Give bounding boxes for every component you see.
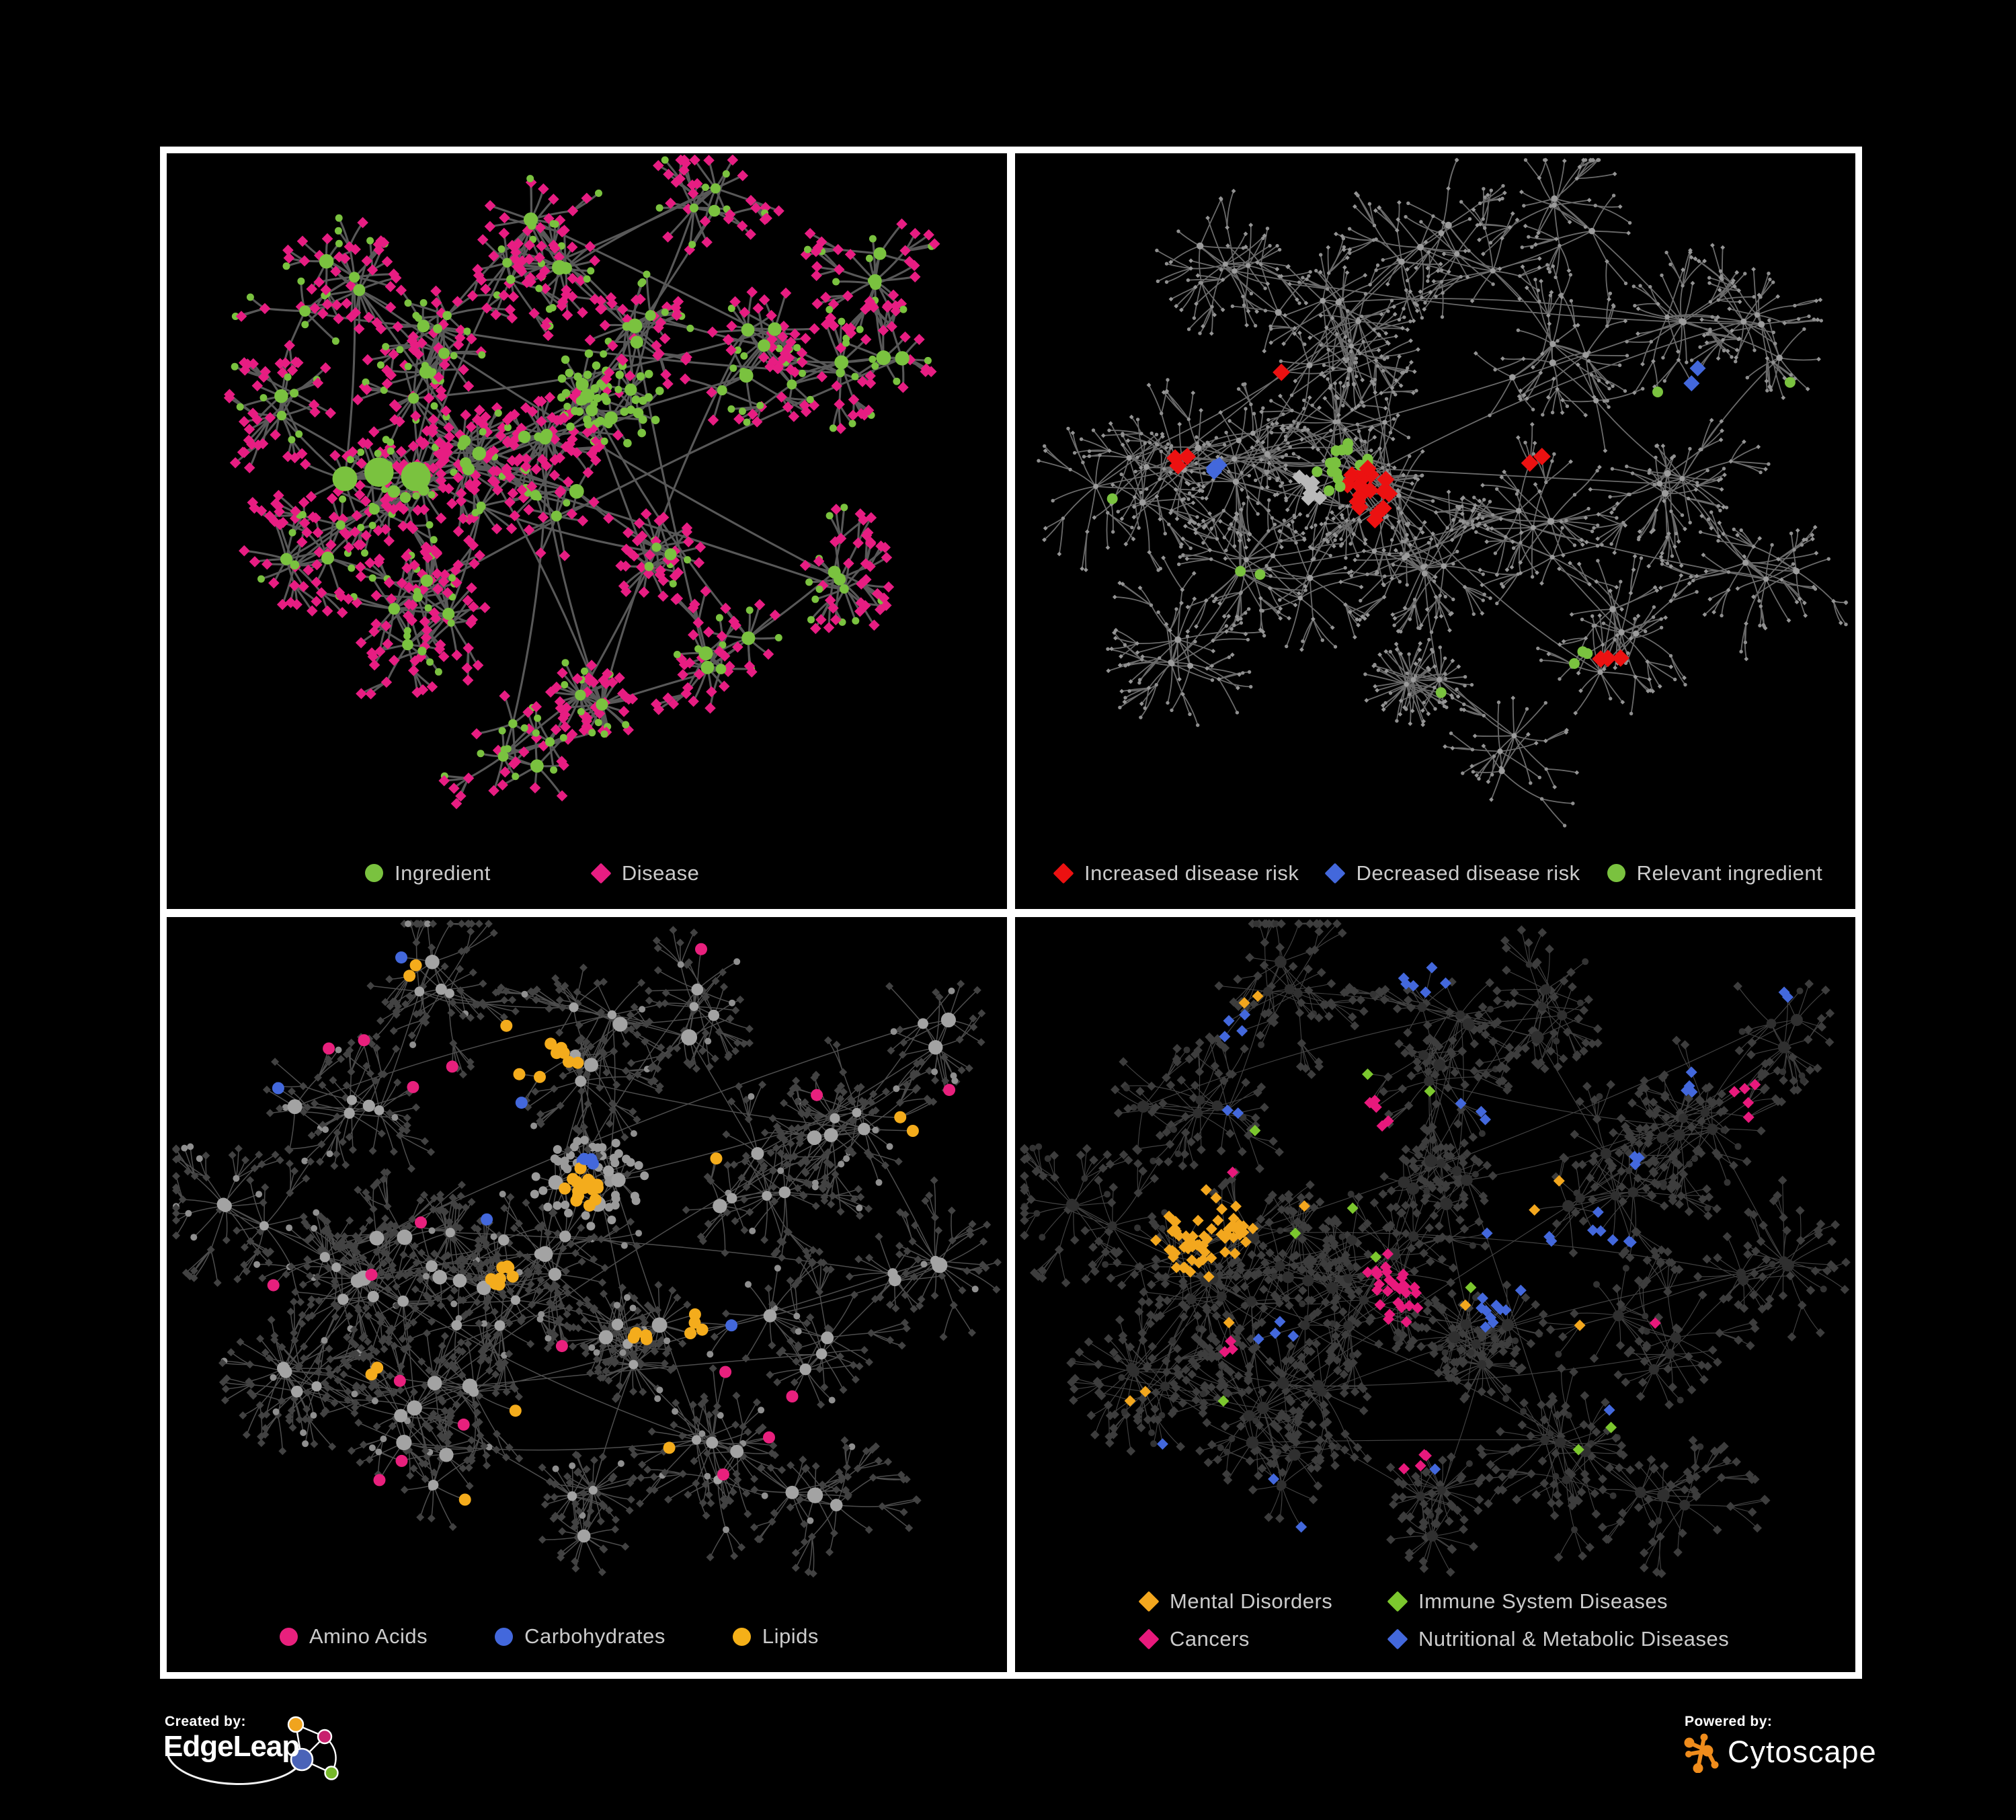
legend-item-ingredient: Ingredient: [365, 861, 491, 885]
legend-item-mental-disorders: Mental Disorders: [1138, 1589, 1388, 1614]
legend-label: Ingredient: [395, 861, 491, 885]
network-canvas-disease-categories: [1020, 918, 1851, 1578]
legend-disease-risk: Increased disease risk Decreased disease …: [1015, 858, 1855, 889]
cytoscape-brand-text: Cytoscape: [1728, 1735, 1877, 1769]
edgeleap-brand-text: EdgeLeap: [163, 1730, 300, 1763]
panel-disease-risk: Increased disease risk Decreased disease …: [1015, 153, 1855, 909]
legend-item-decreased-disease-risk: Decreased disease risk: [1324, 861, 1580, 885]
legend-nutrient-classes: Amino Acids Carbohydrates Lipids: [167, 1621, 1007, 1652]
legend-marker-circle: [280, 1627, 298, 1646]
legend-label: Amino Acids: [309, 1624, 428, 1648]
legend-marker-diamond: [1387, 1591, 1408, 1612]
legend-marker-diamond: [590, 862, 612, 884]
cytoscape-credit: Powered by: Cytoscape: [1678, 1711, 1960, 1792]
edgeleap-logo-node-magenta: [317, 1729, 333, 1745]
edgeleap-logo: [166, 1716, 339, 1785]
legend-item-disease: Disease: [590, 861, 700, 885]
legend-item-amino-acids: Amino Acids: [280, 1624, 428, 1649]
legend-item-carbohydrates: Carbohydrates: [495, 1624, 666, 1649]
edgeleap-logo-node-blue: [290, 1747, 314, 1772]
legend-item-nutritional-metabolic-diseases: Nutritional & Metabolic Diseases: [1387, 1627, 1855, 1651]
cytoscape-logo-icon: [1684, 1733, 1719, 1773]
legend-label: Immune System Diseases: [1418, 1589, 1668, 1613]
legend-item-cancers: Cancers: [1138, 1627, 1388, 1651]
legend-label: Disease: [621, 861, 700, 885]
panel-nutrient-classes: Amino Acids Carbohydrates Lipids: [167, 916, 1007, 1672]
powered-by-label: Powered by:: [1685, 1714, 1773, 1729]
legend-label: Cancers: [1170, 1627, 1250, 1651]
network-canvas-ingredient-disease: [223, 154, 940, 809]
legend-marker-diamond: [1387, 1628, 1408, 1650]
legend-disease-categories: Mental Disorders Immune System Diseases Ca…: [1015, 1586, 1855, 1661]
legend-item-immune-system-diseases: Immune System Diseases: [1387, 1589, 1855, 1614]
legend-marker-diamond: [1138, 1628, 1160, 1650]
legend-marker-circle: [365, 864, 383, 882]
legend-item-lipids: Lipids: [732, 1624, 819, 1649]
legend-item-relevant-ingredient: Relevant ingredient: [1607, 861, 1823, 885]
legend-ingredient-disease: Ingredient Disease: [167, 858, 1007, 889]
legend-label: Relevant ingredient: [1636, 861, 1823, 885]
edgeleap-logo-node-orange: [287, 1716, 305, 1733]
legend-label: Carbohydrates: [524, 1624, 666, 1648]
legend-label: Nutritional & Metabolic Diseases: [1418, 1627, 1730, 1651]
legend-marker-circle: [495, 1627, 514, 1646]
legend-marker-diamond: [1324, 862, 1346, 884]
panel-disease-categories: Mental Disorders Immune System Diseases Ca…: [1015, 916, 1855, 1672]
legend-label: Mental Disorders: [1170, 1589, 1333, 1613]
legend-label: Increased disease risk: [1084, 861, 1299, 885]
network-grid-frame: Ingredient Disease Increased disease risk D…: [160, 147, 1862, 1679]
legend-marker-circle: [732, 1627, 751, 1646]
network-canvas-nutrient-classes: [172, 919, 1002, 1577]
legend-marker-diamond: [1053, 862, 1074, 884]
legend-label: Lipids: [762, 1624, 819, 1648]
legend-marker-circle: [1607, 864, 1625, 882]
legend-marker-diamond: [1138, 1591, 1160, 1612]
created-by-label: Created by:: [165, 1714, 247, 1729]
legend-item-increased-disease-risk: Increased disease risk: [1053, 861, 1299, 885]
edgeleap-logo-node-green: [324, 1766, 339, 1780]
panel-ingredient-disease: Ingredient Disease: [167, 153, 1007, 909]
edgeleap-credit: Created by: EdgeLeap: [158, 1711, 508, 1805]
network-canvas-disease-risk: [1037, 157, 1849, 828]
legend-label: Decreased disease risk: [1356, 861, 1580, 885]
